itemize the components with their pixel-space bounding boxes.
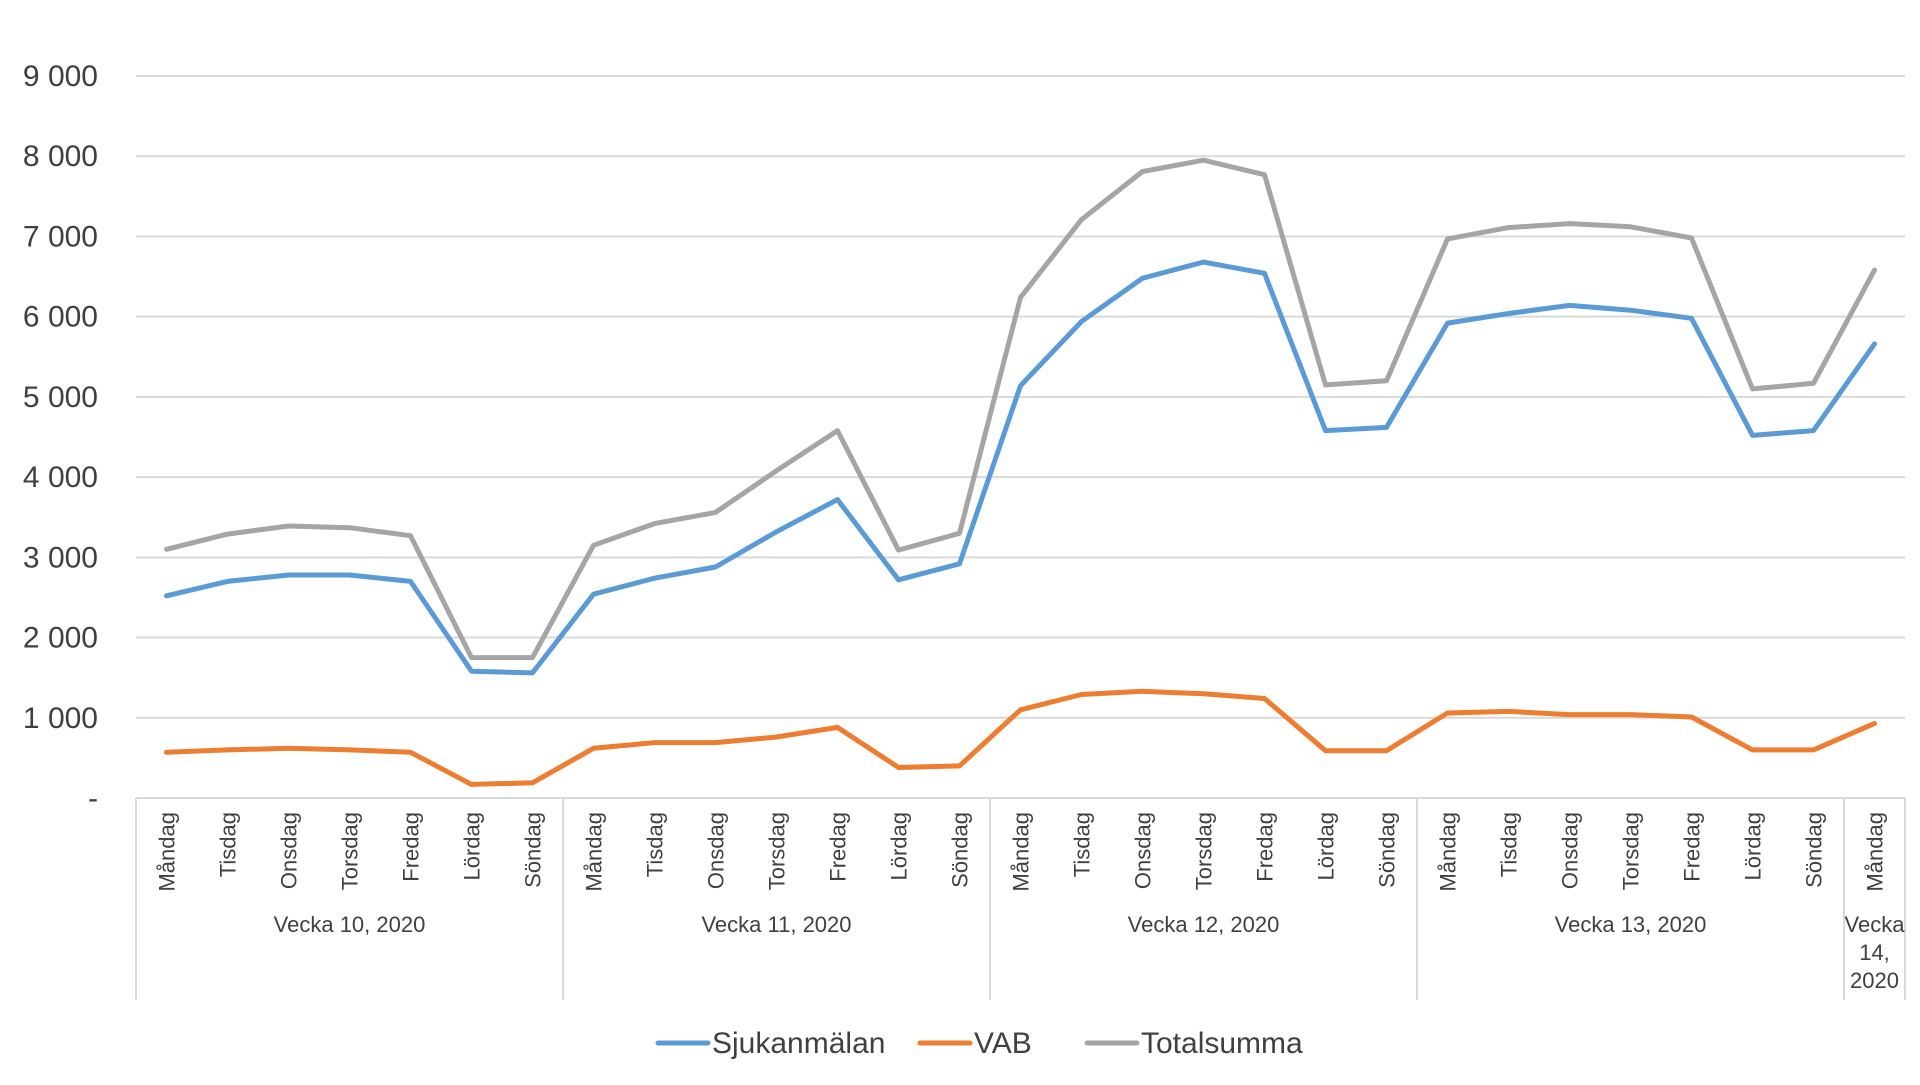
y-tick-label: 9 000 — [23, 60, 98, 93]
x-tick-label: Lördag — [1314, 812, 1339, 881]
x-axis-group-labels: Vecka 10, 2020 Vecka 11, 2020 Vecka 12, 20… — [274, 912, 1906, 993]
group-label: Vecka 12, 2020 — [1128, 912, 1280, 937]
x-tick-label: Torsdag — [338, 812, 363, 890]
x-tick-label: Onsdag — [1131, 812, 1156, 889]
x-tick-label: Tisdag — [1070, 812, 1095, 877]
x-tick-label: Fredag — [1680, 812, 1705, 882]
legend-label: Sjukanmälan — [712, 1027, 885, 1060]
x-tick-label: Måndag — [1009, 812, 1034, 892]
legend: Sjukanmälan VAB Totalsumma — [658, 1027, 1303, 1060]
x-tick-label: Fredag — [1253, 812, 1278, 882]
y-tick-label: 8 000 — [23, 140, 98, 173]
series-line-totalsumma — [167, 160, 1875, 657]
x-tick-label: Onsdag — [1558, 812, 1583, 889]
y-tick-label: 3 000 — [23, 541, 98, 574]
x-tick-label: Fredag — [399, 812, 424, 882]
group-label-line: 14, — [1859, 940, 1890, 965]
x-tick-label: Måndag — [1863, 812, 1888, 892]
x-tick-label: Tisdag — [643, 812, 668, 877]
y-tick-label: 2 000 — [23, 622, 98, 655]
legend-label: VAB — [974, 1027, 1032, 1060]
x-tick-label: Onsdag — [704, 812, 729, 889]
x-tick-label: Måndag — [155, 812, 180, 892]
x-tick-label: Söndag — [521, 812, 546, 888]
x-tick-label: Lördag — [887, 812, 912, 881]
x-tick-label: Måndag — [582, 812, 607, 892]
x-tick-label: Söndag — [1375, 812, 1400, 888]
series-lines — [166, 160, 1874, 784]
y-tick-label: 5 000 — [23, 381, 98, 414]
x-tick-label: Lördag — [1741, 812, 1766, 881]
y-tick-label: 7 000 — [23, 220, 98, 253]
x-tick-label: Torsdag — [1619, 812, 1644, 890]
x-tick-label: Onsdag — [277, 812, 302, 889]
y-tick-label: 6 000 — [23, 301, 98, 334]
x-tick-label: Söndag — [1802, 812, 1827, 888]
x-axis-tick-labels: Måndag Tisdag Onsdag Torsdag Fredag Lördag Sön… — [155, 812, 1888, 892]
series-line-vab — [167, 691, 1875, 784]
gridlines — [136, 76, 1905, 718]
legend-label: Totalsumma — [1141, 1027, 1303, 1060]
group-label: Vecka 10, 2020 — [274, 912, 426, 937]
x-tick-label: Måndag — [1436, 812, 1461, 892]
y-tick-label: - — [88, 782, 98, 815]
y-tick-label: 1 000 — [23, 702, 98, 735]
x-tick-label: Lördag — [460, 812, 485, 881]
group-label: Vecka 11, 2020 — [701, 912, 851, 937]
group-label: Vecka 13, 2020 — [1555, 912, 1707, 937]
x-tick-label: Torsdag — [765, 812, 790, 890]
x-tick-label: Tisdag — [216, 812, 241, 877]
y-axis-tick-labels: - 1 000 2 000 3 000 4 000 5 000 6 000 7 000 8 00… — [23, 60, 98, 815]
x-tick-label: Tisdag — [1497, 812, 1522, 877]
y-tick-label: 4 000 — [23, 461, 98, 494]
group-label-line: Vecka — [1845, 912, 1906, 937]
x-tick-label: Fredag — [826, 812, 851, 882]
x-tick-label: Torsdag — [1192, 812, 1217, 890]
x-tick-label: Söndag — [948, 812, 973, 888]
series-line-sjukanmälan — [167, 262, 1875, 673]
group-label-line: 2020 — [1850, 968, 1899, 993]
